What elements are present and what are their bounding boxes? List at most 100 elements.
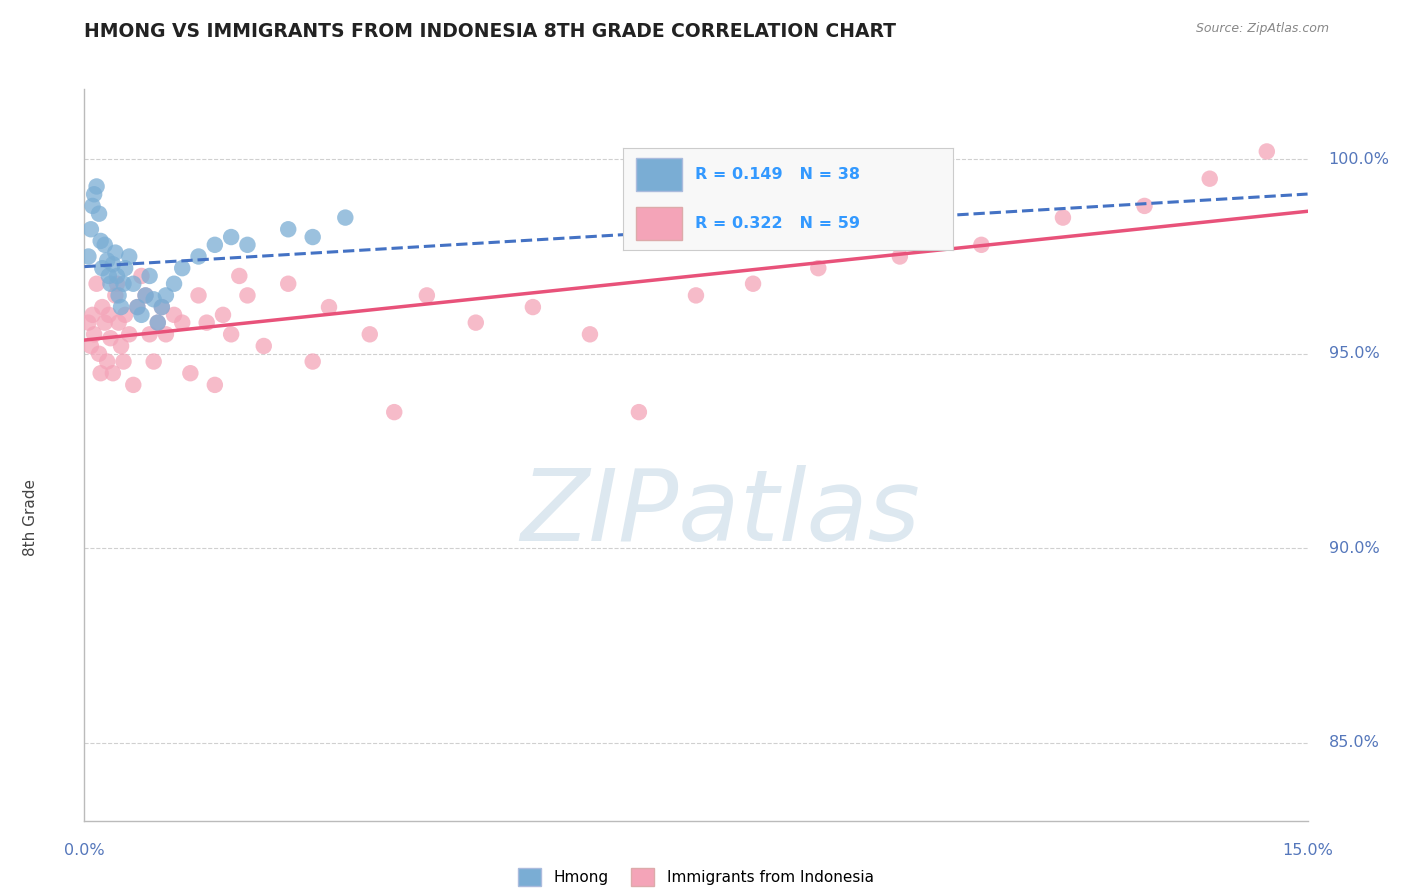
- Point: [96, 253, 118, 268]
- Point: [1198, 171, 1220, 186]
- Point: [80, 222, 103, 236]
- Point: [91, 261, 114, 276]
- Point: [83, 187, 105, 202]
- Point: [105, 268, 128, 283]
- Text: 85.0%: 85.0%: [1329, 735, 1379, 750]
- Point: [93, 237, 115, 252]
- Text: ZIPatlas: ZIPatlas: [520, 465, 921, 562]
- Text: R = 0.322   N = 59: R = 0.322 N = 59: [695, 216, 860, 231]
- Point: [112, 277, 135, 291]
- Text: R = 0.149   N = 38: R = 0.149 N = 38: [695, 167, 860, 182]
- Point: [522, 300, 544, 314]
- Point: [96, 354, 118, 368]
- Bar: [636, 207, 682, 240]
- Point: [807, 261, 830, 276]
- Text: 100.0%: 100.0%: [1329, 152, 1389, 167]
- Point: [146, 316, 169, 330]
- Point: [742, 277, 765, 291]
- Point: [970, 237, 993, 252]
- Point: [114, 261, 136, 276]
- Point: [86, 179, 108, 194]
- Point: [91, 300, 114, 314]
- Point: [110, 339, 132, 353]
- Point: [110, 300, 132, 314]
- Point: [685, 288, 707, 302]
- Point: [579, 327, 602, 342]
- Point: [172, 261, 194, 276]
- Point: [277, 277, 299, 291]
- Point: [131, 308, 153, 322]
- Point: [301, 354, 323, 368]
- Point: [228, 268, 250, 283]
- Point: [107, 316, 129, 330]
- Point: [236, 288, 259, 302]
- Point: [163, 277, 186, 291]
- Point: [118, 250, 141, 264]
- Point: [82, 308, 104, 322]
- Point: [382, 405, 405, 419]
- Point: [236, 237, 259, 252]
- Point: [83, 327, 105, 342]
- Point: [77, 250, 100, 264]
- Point: [86, 277, 108, 291]
- Point: [1256, 145, 1278, 159]
- Point: [97, 268, 120, 283]
- Point: [204, 377, 226, 392]
- Point: [101, 257, 124, 271]
- Point: [155, 288, 177, 302]
- Point: [142, 354, 165, 368]
- Point: [122, 277, 145, 291]
- Point: [301, 230, 323, 244]
- Point: [131, 268, 153, 283]
- Point: [1133, 199, 1156, 213]
- Point: [179, 366, 201, 380]
- Point: [187, 288, 209, 302]
- Point: [627, 405, 650, 419]
- Point: [87, 207, 110, 221]
- Text: 90.0%: 90.0%: [1329, 541, 1379, 556]
- Point: [150, 300, 173, 314]
- Point: [100, 331, 122, 345]
- Point: [80, 339, 103, 353]
- Point: [114, 308, 136, 322]
- Point: [107, 288, 129, 302]
- Point: [90, 366, 112, 380]
- Point: [195, 316, 218, 330]
- Point: [359, 327, 381, 342]
- Point: [127, 300, 149, 314]
- Point: [335, 211, 357, 225]
- Text: Source: ZipAtlas.com: Source: ZipAtlas.com: [1195, 22, 1329, 36]
- Point: [277, 222, 299, 236]
- Point: [212, 308, 235, 322]
- Point: [889, 250, 911, 264]
- Point: [135, 288, 157, 302]
- Bar: [636, 158, 682, 191]
- Point: [146, 316, 169, 330]
- Point: [187, 250, 209, 264]
- Text: 15.0%: 15.0%: [1282, 843, 1333, 858]
- Point: [127, 300, 149, 314]
- Point: [138, 327, 160, 342]
- Point: [105, 277, 128, 291]
- Point: [138, 268, 160, 283]
- Point: [204, 237, 226, 252]
- Point: [1052, 211, 1074, 225]
- Point: [253, 339, 276, 353]
- Point: [97, 308, 120, 322]
- Point: [135, 288, 157, 302]
- Point: [112, 354, 135, 368]
- Point: [90, 234, 112, 248]
- Point: [219, 230, 242, 244]
- Point: [172, 316, 194, 330]
- Point: [118, 327, 141, 342]
- Point: [163, 308, 186, 322]
- Point: [219, 327, 242, 342]
- Point: [104, 245, 127, 260]
- Point: [416, 288, 439, 302]
- Point: [122, 377, 145, 392]
- Point: [464, 316, 486, 330]
- Point: [87, 347, 110, 361]
- Point: [100, 277, 122, 291]
- Point: [104, 288, 127, 302]
- Point: [142, 293, 165, 307]
